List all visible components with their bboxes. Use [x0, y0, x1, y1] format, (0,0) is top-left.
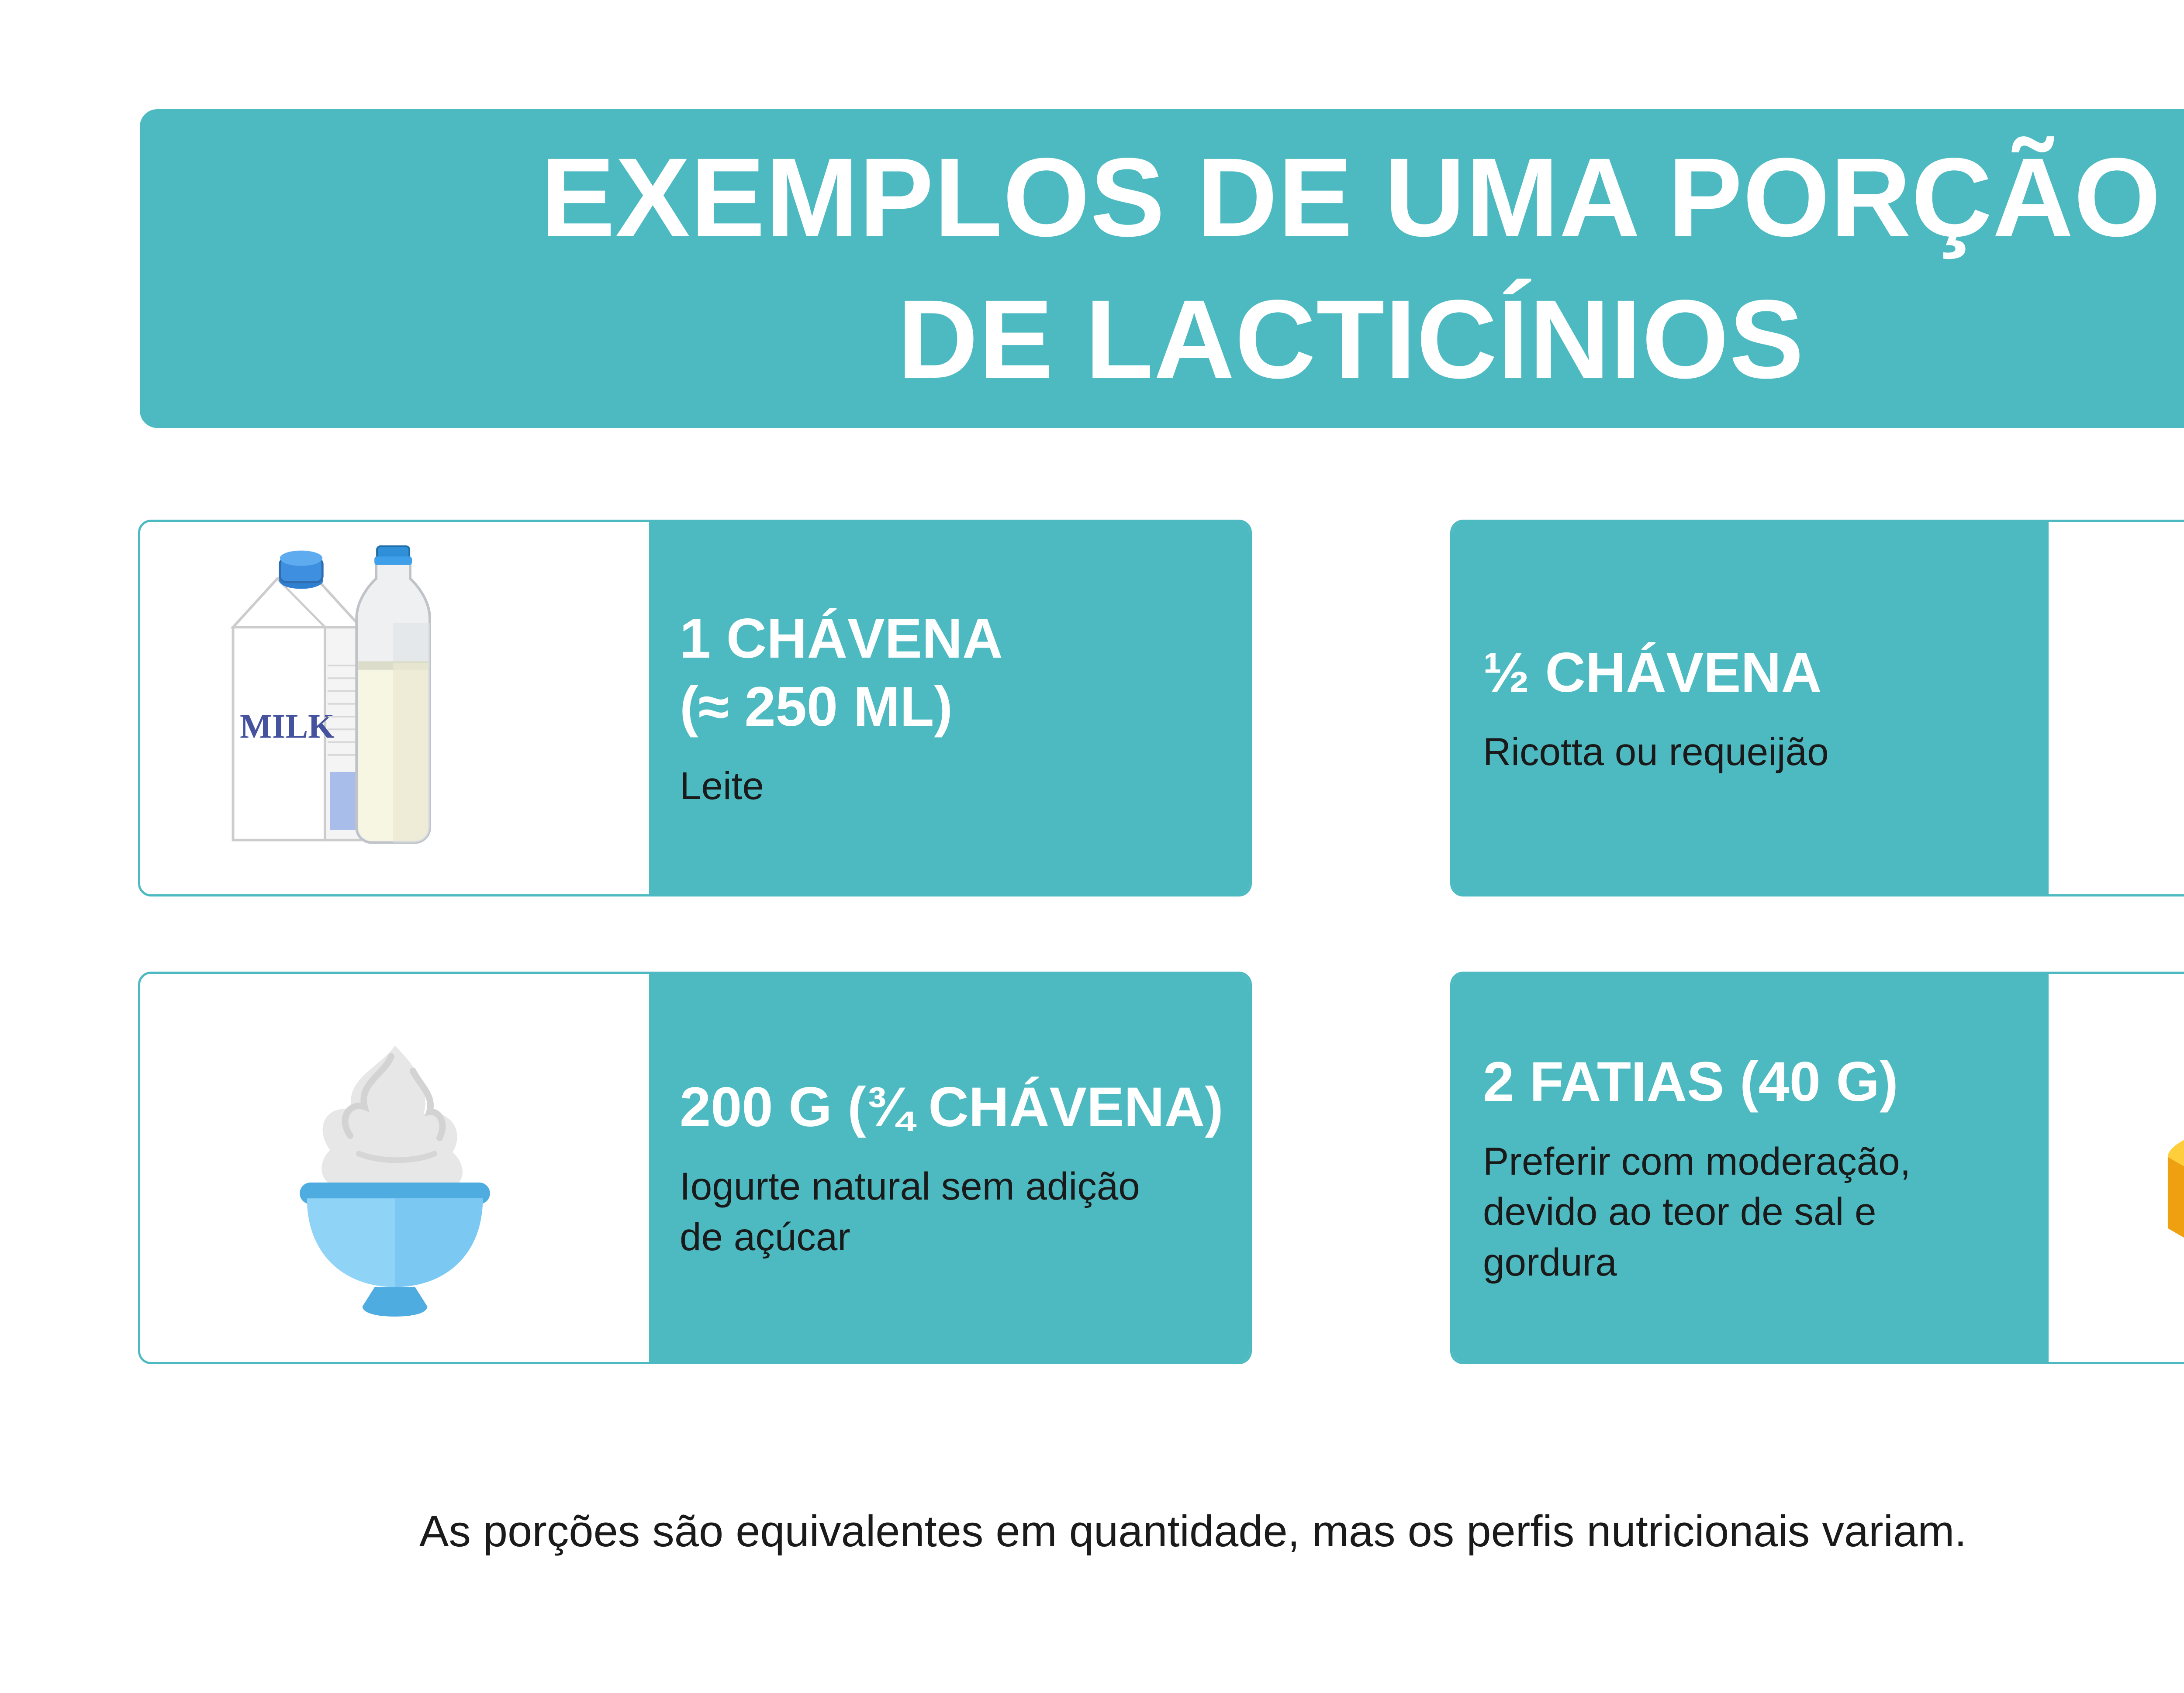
svg-text:MILK: MILK [240, 707, 335, 745]
